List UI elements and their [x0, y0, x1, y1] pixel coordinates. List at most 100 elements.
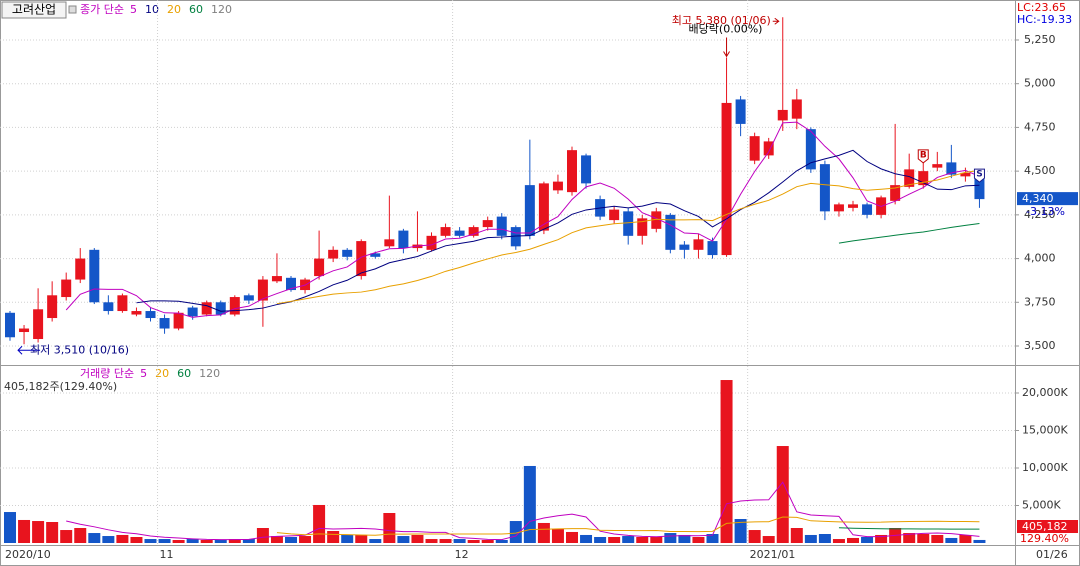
volume-bar — [102, 536, 115, 543]
candle-body — [693, 239, 704, 250]
change-label: -3.13% — [1026, 205, 1065, 218]
y-tick-label: 3,500 — [1024, 339, 1056, 352]
volume-bar — [32, 521, 45, 543]
candle-body — [623, 211, 634, 236]
stock-button[interactable] — [1, 1, 67, 19]
candle-body — [328, 249, 339, 259]
last-volume: 405,182 — [1022, 520, 1068, 533]
x-tick-label: 2021/01 — [750, 548, 796, 561]
volume-bar — [144, 539, 157, 543]
legend-entry: 120 — [199, 367, 220, 380]
annotation-arrow — [17, 345, 41, 355]
volume-bar — [4, 512, 16, 543]
volume-bar — [425, 539, 438, 543]
signal-marker — [973, 168, 985, 183]
annotation-arrow — [723, 37, 730, 58]
y-tick-label: 10,000K — [1022, 461, 1068, 474]
annotation: 최저 3,510 (10/16) — [30, 343, 129, 356]
y-tick-label: 4,250 — [1024, 208, 1056, 221]
candle-body — [974, 174, 985, 200]
candle-body — [187, 307, 198, 317]
volume-bar — [776, 446, 789, 543]
settings-icon[interactable] — [68, 5, 77, 14]
volume-bar — [116, 534, 129, 543]
last-price: 4,340 — [1022, 192, 1054, 205]
volume-bar — [566, 531, 578, 543]
volume-bar — [369, 539, 382, 543]
candle-body — [833, 204, 844, 212]
volume-bar — [285, 537, 297, 543]
candle-body — [721, 102, 732, 256]
x-tick-label: 01/26 — [1036, 548, 1068, 561]
legend-label: 거래량 단순 — [80, 367, 134, 380]
candle-body — [609, 209, 620, 221]
volume-bar — [608, 537, 621, 543]
volume-bar — [734, 519, 747, 543]
candle-body — [5, 312, 15, 338]
y-tick-label: 5,000 — [1024, 77, 1056, 90]
candle-body — [763, 141, 774, 156]
legend-entry: 5 — [130, 3, 137, 16]
candle-body — [342, 249, 353, 257]
candle-body — [243, 295, 254, 301]
candle-body — [735, 99, 746, 124]
volume-bar — [917, 534, 930, 543]
legend-entry: 20 — [155, 367, 169, 380]
ma-line — [136, 149, 980, 312]
y-tick-label: 3,750 — [1024, 295, 1056, 308]
volume-bar — [551, 528, 564, 543]
volume-bar — [74, 528, 87, 543]
volume-bar — [580, 534, 593, 543]
candle-body — [215, 302, 226, 315]
ma-line — [276, 516, 980, 536]
lc-label: LC:23.65 — [1017, 1, 1066, 14]
ma-line — [276, 169, 980, 305]
volume-bar — [762, 536, 775, 543]
hc-label: HC:-19.33 — [1017, 13, 1072, 26]
candle-body — [777, 109, 788, 121]
candle-body — [538, 183, 549, 231]
volume-bar — [270, 536, 283, 543]
candle-body — [384, 239, 395, 247]
candle-body — [89, 249, 100, 303]
candle-body — [440, 227, 451, 236]
volume-bar — [186, 539, 199, 543]
volume-bar — [256, 528, 269, 543]
candle-body — [932, 164, 943, 168]
candle-body — [665, 214, 676, 250]
volume-bar — [313, 504, 326, 543]
annotation: 배당락(0.00%) — [689, 22, 763, 35]
candle-body — [904, 169, 915, 187]
y-tick-label: 5,250 — [1024, 33, 1056, 46]
candle-body — [819, 164, 830, 212]
candle-body — [145, 311, 156, 319]
volume-bar — [945, 537, 958, 543]
candle-body — [552, 181, 563, 191]
volume-bar — [790, 528, 803, 543]
candle-body — [679, 244, 690, 250]
signal-label: S — [976, 170, 982, 180]
stock-name[interactable]: 고려산업 — [12, 3, 56, 17]
volume-bar — [650, 537, 663, 543]
candle-body — [117, 295, 128, 312]
volume-bar — [636, 537, 649, 543]
candle-body — [510, 227, 521, 247]
ma-line — [838, 223, 980, 244]
volume-bar — [299, 536, 312, 543]
candle-body — [848, 204, 858, 208]
last-price-box — [1017, 192, 1078, 206]
volume-bar — [172, 540, 185, 543]
volume-bar — [214, 540, 227, 543]
volume-bar — [959, 534, 972, 543]
candle-body — [707, 241, 718, 256]
ma-line — [838, 527, 980, 530]
volume-bar — [903, 533, 916, 543]
legend-entry: 10 — [145, 3, 159, 16]
candle-body — [454, 230, 465, 236]
annotation-arrow — [772, 17, 780, 25]
volume-bar — [242, 539, 255, 543]
x-tick-label: 11 — [160, 548, 174, 561]
candle-body — [33, 309, 44, 340]
candle-body — [271, 276, 282, 282]
candle-body — [173, 312, 184, 329]
